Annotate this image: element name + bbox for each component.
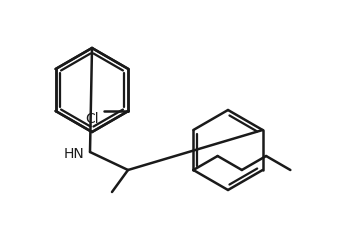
Text: Cl: Cl xyxy=(85,112,99,126)
Text: HN: HN xyxy=(63,147,84,161)
